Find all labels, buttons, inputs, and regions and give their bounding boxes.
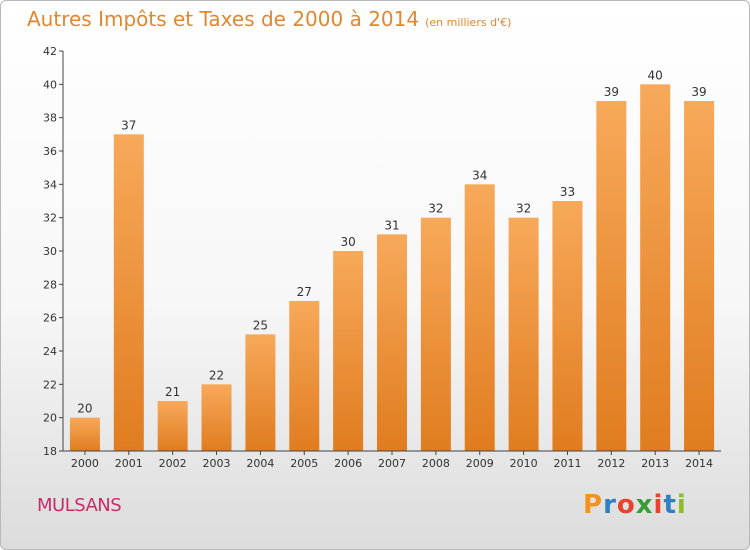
logo-letter: i	[653, 490, 664, 520]
data-label-2006: 30	[340, 235, 355, 249]
data-label-2000: 20	[77, 402, 92, 416]
y-tick-label: 26	[43, 312, 57, 325]
y-tick-label: 24	[43, 345, 57, 358]
data-label-2005: 27	[297, 285, 312, 299]
y-tick-label: 34	[43, 178, 57, 191]
y-tick-label: 40	[43, 78, 57, 91]
bar-2007	[377, 234, 407, 451]
y-tick-label: 38	[43, 112, 57, 125]
bar-2002	[157, 401, 188, 451]
x-tick-label-2008: 2008	[422, 457, 450, 470]
data-label-2008: 32	[428, 202, 443, 216]
y-tick-label: 36	[43, 145, 57, 158]
data-label-2011: 33	[560, 185, 575, 199]
bar-2003	[201, 384, 232, 451]
x-tick-label-2003: 2003	[203, 457, 231, 470]
data-label-2002: 21	[165, 385, 180, 399]
bar-2006	[333, 251, 364, 451]
x-tick-label-2004: 2004	[246, 457, 274, 470]
data-label-2012: 39	[604, 85, 619, 99]
bars: 20 37 21 22 25 27 30 31 32 34 32 33 39 40 39	[69, 68, 715, 452]
bar-2014	[684, 101, 715, 451]
bar-2005	[289, 301, 320, 451]
data-label-2010: 32	[516, 202, 531, 216]
logo-letter: x	[635, 490, 654, 520]
bar-2012	[596, 101, 627, 451]
bar-2000	[69, 417, 100, 451]
data-label-2003: 22	[209, 368, 224, 382]
proxiti-logo: Proxiti	[583, 490, 687, 520]
logo-letter: r	[603, 490, 617, 520]
data-label-2013: 40	[648, 68, 663, 82]
y-axis: 18 20 22 24 26 28 30 32 34 36 38 40 42	[43, 45, 64, 458]
logo-letter: i	[676, 490, 687, 520]
x-tick-label-2002: 2002	[159, 457, 187, 470]
x-tick-label-2000: 2000	[71, 457, 99, 470]
data-label-2001: 37	[121, 118, 136, 132]
y-tick-label: 42	[43, 45, 57, 58]
bar-2013	[640, 84, 671, 451]
data-label-2014: 39	[691, 85, 706, 99]
x-tick-label-2007: 2007	[378, 457, 406, 470]
bar-2011	[552, 201, 583, 451]
logo-letter: t	[663, 490, 677, 520]
y-tick-label: 18	[43, 445, 57, 458]
x-tick-label-2010: 2010	[510, 457, 538, 470]
chart-title: Autres Impôts et Taxes de 2000 à 2014 (en…	[27, 7, 511, 31]
data-label-2009: 34	[472, 168, 487, 182]
bar-2001	[113, 134, 144, 452]
bar-2010	[508, 217, 539, 451]
x-tick-label-2005: 2005	[290, 457, 318, 470]
x-tick-label-2011: 2011	[553, 457, 581, 470]
x-axis: 2000 2001 2002 2003 2004 2005 2006 2007 2008 2009…	[63, 450, 721, 470]
bar-2004	[245, 334, 276, 451]
y-tick-label: 20	[43, 412, 57, 425]
y-tick-label: 22	[43, 378, 57, 391]
data-label-2004: 25	[253, 318, 268, 332]
x-tick-label-2013: 2013	[641, 457, 669, 470]
logo-letter: P	[583, 490, 604, 520]
x-tick-label-2006: 2006	[334, 457, 362, 470]
commune-name: MULSANS	[37, 495, 122, 516]
logo-letter: o	[616, 490, 636, 520]
x-tick-label-2009: 2009	[466, 457, 494, 470]
y-tick-label: 32	[43, 212, 57, 225]
y-tick-label: 28	[43, 278, 57, 291]
x-tick-label-2001: 2001	[115, 457, 143, 470]
bar-2009	[464, 184, 495, 452]
data-label-2007: 31	[384, 218, 399, 232]
x-tick-label-2014: 2014	[685, 457, 713, 470]
x-tick-label-2012: 2012	[597, 457, 625, 470]
chart-title-text: Autres Impôts et Taxes de 2000 à 2014	[27, 7, 420, 31]
chart-unit: (en milliers d'€)	[425, 16, 512, 29]
bar-2008	[420, 217, 451, 451]
y-tick-label: 30	[43, 245, 57, 258]
